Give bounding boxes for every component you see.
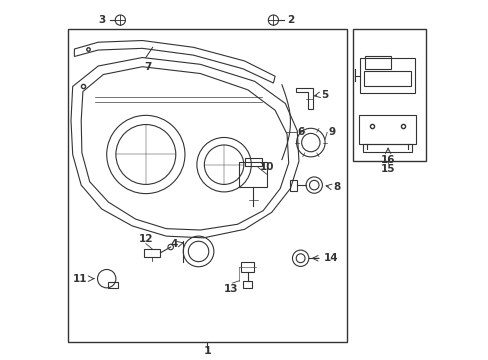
Bar <box>352 28 425 161</box>
Text: 10: 10 <box>259 162 274 172</box>
Text: 14: 14 <box>323 253 337 263</box>
Bar <box>362 144 411 152</box>
Text: 15: 15 <box>380 164 394 174</box>
Text: 3: 3 <box>98 15 105 25</box>
Text: 13: 13 <box>223 284 238 294</box>
Text: 11: 11 <box>73 274 87 284</box>
Text: 6: 6 <box>297 127 304 138</box>
Text: 4: 4 <box>170 239 178 249</box>
Text: 9: 9 <box>328 127 335 138</box>
Text: 12: 12 <box>138 234 153 244</box>
Text: 16: 16 <box>380 155 394 165</box>
Bar <box>244 158 261 166</box>
Text: 5: 5 <box>321 90 327 100</box>
Bar <box>360 58 414 93</box>
Text: 1: 1 <box>203 346 210 356</box>
Bar <box>243 281 252 288</box>
Text: 7: 7 <box>143 62 151 72</box>
Bar <box>241 262 253 272</box>
Bar <box>363 72 410 86</box>
Bar <box>359 115 415 144</box>
Text: 2: 2 <box>286 15 293 25</box>
Bar <box>239 162 267 187</box>
Bar <box>144 249 160 257</box>
Bar <box>108 282 118 288</box>
Text: 8: 8 <box>332 182 340 192</box>
Bar <box>67 28 346 342</box>
Bar <box>289 180 297 190</box>
Bar <box>365 56 390 69</box>
